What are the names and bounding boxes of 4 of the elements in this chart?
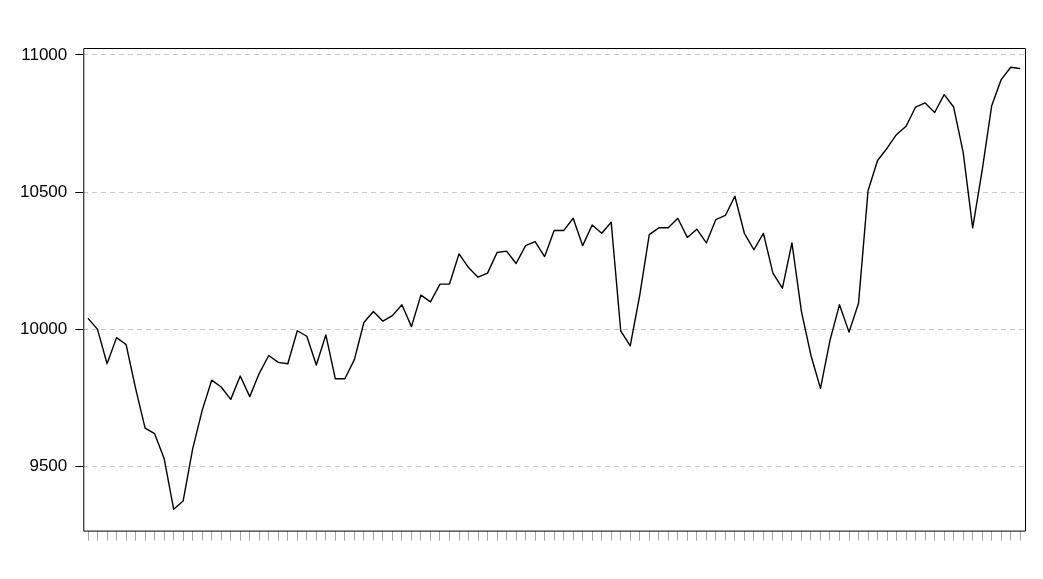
y-tick-label: 9500 xyxy=(29,456,68,476)
y-tick-label: 10000 xyxy=(19,319,68,339)
y-tick-label: 11000 xyxy=(21,44,68,64)
y-tick-label: 10500 xyxy=(19,181,68,201)
